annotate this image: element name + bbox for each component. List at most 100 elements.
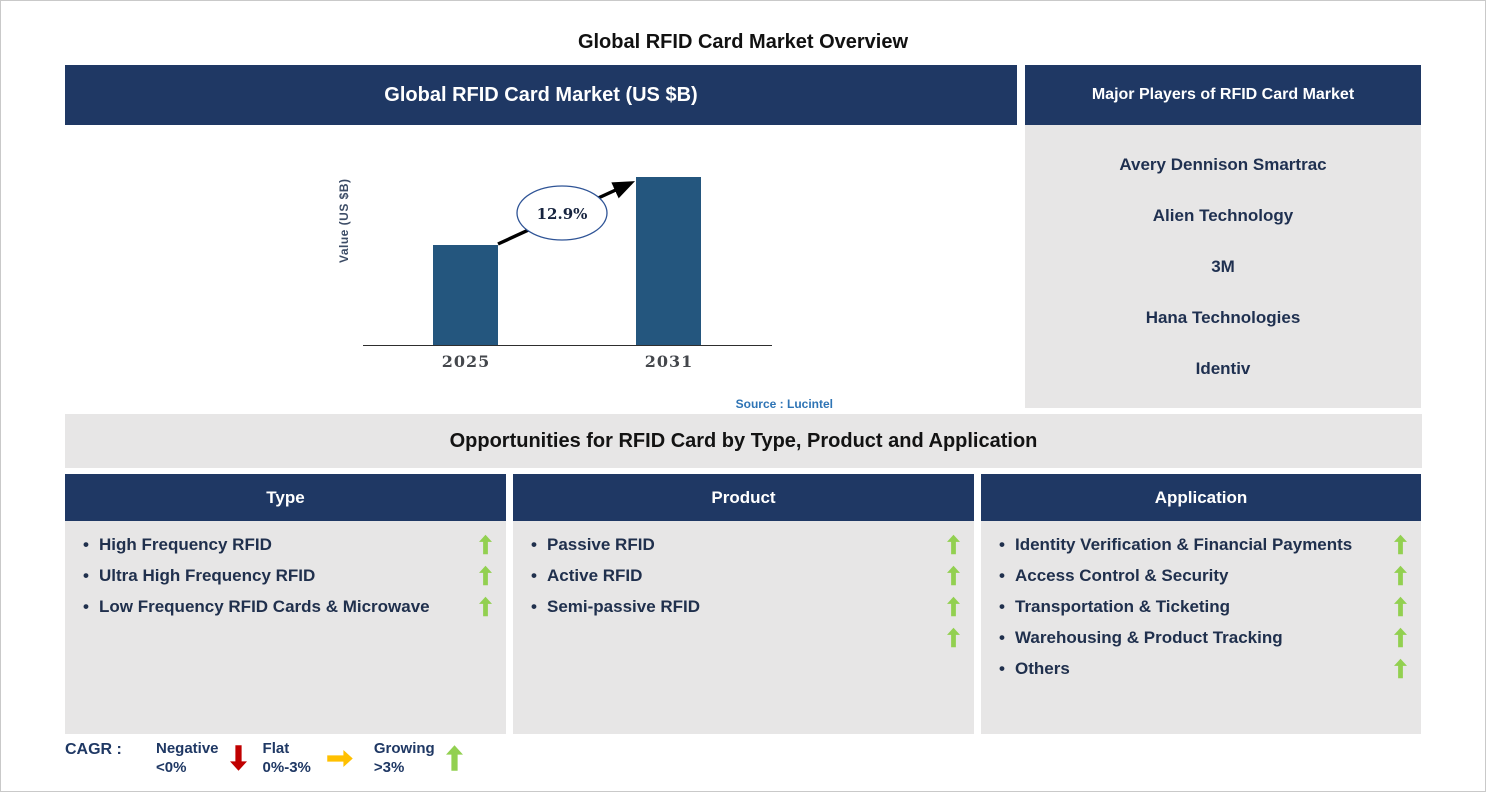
list-item: • Ultra High Frequency RFID <box>83 560 492 591</box>
trend-up-icon <box>479 565 492 586</box>
legend-entry-text: Negative <0% <box>156 739 219 777</box>
trend-up-icon <box>445 745 463 771</box>
bar-2031 <box>636 177 701 346</box>
bullet-marker: • <box>999 534 1005 554</box>
legend-entry-text: Growing >3% <box>374 739 435 777</box>
bullet-marker: • <box>83 534 89 554</box>
bullet-marker: • <box>83 565 89 585</box>
major-players-panel: Major Players of RFID Card Market Avery … <box>1025 65 1421 408</box>
legend-entry-range: >3% <box>373 759 405 776</box>
column-header-application: Application <box>981 474 1421 521</box>
list-item: • Warehousing & Product Tracking <box>999 622 1407 653</box>
trend-up-icon <box>1394 534 1407 555</box>
players-list: Avery Dennison Smartrac Alien Technology 3… <box>1025 125 1421 408</box>
list-item: • Passive RFID <box>531 529 960 560</box>
players-panel-title: Major Players of RFID Card Market <box>1091 86 1355 103</box>
x-axis-line <box>363 345 772 346</box>
trend-up-icon <box>479 596 492 617</box>
trend-up-icon <box>947 627 960 648</box>
cagr-value: 12.9% <box>537 205 588 223</box>
item-label: High Frequency RFID <box>99 535 272 554</box>
chart-panel-title: Global RFID Card Market (US $B) <box>384 83 698 106</box>
opportunities-band: Opportunities for RFID Card by Type, Pro… <box>65 414 1422 468</box>
opportunities-title: Opportunities for RFID Card by Type, Pro… <box>449 429 1038 452</box>
opportunity-column-type: Type • High Frequency RFID • Ultra High Freq… <box>65 474 506 734</box>
legend-entry-name: Growing <box>373 740 435 757</box>
legend-entry-name: Negative <box>156 740 219 757</box>
item-label: Transportation & Ticketing <box>1015 597 1231 616</box>
list-item: • Transportation & Ticketing <box>999 591 1407 622</box>
trend-right-icon <box>327 749 353 767</box>
legend-entry-growing: Growing >3% <box>374 739 463 777</box>
column-body-product: • Passive RFID • Active RFID • Semi-passive R… <box>513 521 974 734</box>
list-item: • Semi-passive RFID <box>531 591 960 622</box>
item-label: Semi-passive RFID <box>547 597 701 616</box>
trend-arrow-row <box>531 622 960 653</box>
bullet-marker: • <box>531 596 537 616</box>
player-name: Identiv <box>1195 358 1251 378</box>
legend-entry-negative: Negative <0% <box>156 739 247 777</box>
chart-panel-header: Global RFID Card Market (US $B) <box>65 65 1017 125</box>
item-label: Warehousing & Product Tracking <box>1015 628 1283 647</box>
player-name: Avery Dennison Smartrac <box>1119 154 1327 174</box>
item-label: Active RFID <box>547 566 643 585</box>
item-label: Identity Verification & Financial Paymen… <box>1015 535 1353 554</box>
item-label: Others <box>1015 659 1070 678</box>
player-name: 3M <box>1211 256 1235 276</box>
source-note: Source : Lucintel <box>735 397 833 411</box>
trend-up-icon <box>479 534 492 555</box>
trend-up-icon <box>1394 565 1407 586</box>
item-label: Access Control & Security <box>1015 566 1229 585</box>
cagr-legend-entries: Negative <0% Flat 0%-3% Growing >3% <box>156 739 463 777</box>
legend-entry-flat: Flat 0%-3% <box>263 739 358 777</box>
column-header-product: Product <box>513 474 974 521</box>
trend-up-icon <box>947 596 960 617</box>
list-item: • Identity Verification & Financial Payme… <box>999 529 1407 560</box>
opportunity-column-product: Product • Passive RFID • Active RFID • Semi-pa… <box>513 474 974 734</box>
cagr-legend-label: CAGR : <box>65 741 122 758</box>
chart-area: Value (US $B) 2025 2031 12.9% Source : L… <box>65 125 1017 416</box>
opportunity-columns: Type • High Frequency RFID • Ultra High Freq… <box>65 474 1422 734</box>
bar-2025 <box>433 245 498 346</box>
legend-entry-range: 0%-3% <box>262 759 311 776</box>
item-label: Ultra High Frequency RFID <box>99 566 316 585</box>
bullet-marker: • <box>531 534 537 554</box>
x-tick-2025: 2025 <box>441 352 491 371</box>
column-body-application: • Identity Verification & Financial Payme… <box>981 521 1421 734</box>
trend-up-icon <box>947 534 960 555</box>
cagr-ellipse <box>516 185 608 241</box>
players-panel-header: Major Players of RFID Card Market <box>1025 65 1421 125</box>
bullet-marker: • <box>999 596 1005 616</box>
list-item: • Low Frequency RFID Cards & Microwave <box>83 591 492 622</box>
bullet-marker: • <box>999 627 1005 647</box>
bullet-marker: • <box>531 565 537 585</box>
y-axis-label: Value (US $B) <box>337 178 351 264</box>
bullet-marker: • <box>999 565 1005 585</box>
trend-up-icon <box>1394 627 1407 648</box>
trend-up-icon <box>1394 596 1407 617</box>
player-name: Hana Technologies <box>1145 307 1301 327</box>
trend-down-icon <box>229 745 247 771</box>
player-name: Alien Technology <box>1152 205 1294 225</box>
bullet-marker: • <box>999 658 1005 678</box>
trend-up-icon <box>947 565 960 586</box>
legend-entry-range: <0% <box>156 759 187 776</box>
legend-entry-text: Flat 0%-3% <box>263 739 311 777</box>
opportunity-column-application: Application • Identity Verification & Fina… <box>981 474 1421 734</box>
column-header-type: Type <box>65 474 506 521</box>
column-body-type: • High Frequency RFID • Ultra High Frequenc… <box>65 521 506 734</box>
market-chart-panel: Global RFID Card Market (US $B) Value (U… <box>65 65 1017 416</box>
x-tick-2031: 2031 <box>644 352 694 371</box>
list-item: • Active RFID <box>531 560 960 591</box>
bullet-marker: • <box>83 596 89 616</box>
page-title: Global RFID Card Market Overview <box>577 31 909 53</box>
growth-arrow-icon: 12.9% <box>497 181 636 246</box>
list-item: • High Frequency RFID <box>83 529 492 560</box>
list-item: • Access Control & Security <box>999 560 1407 591</box>
list-item: • Others <box>999 653 1407 684</box>
trend-up-icon <box>1394 658 1407 679</box>
legend-entry-name: Flat <box>262 740 290 757</box>
item-label: Low Frequency RFID Cards & Microwave <box>99 597 430 616</box>
item-label: Passive RFID <box>547 535 655 554</box>
